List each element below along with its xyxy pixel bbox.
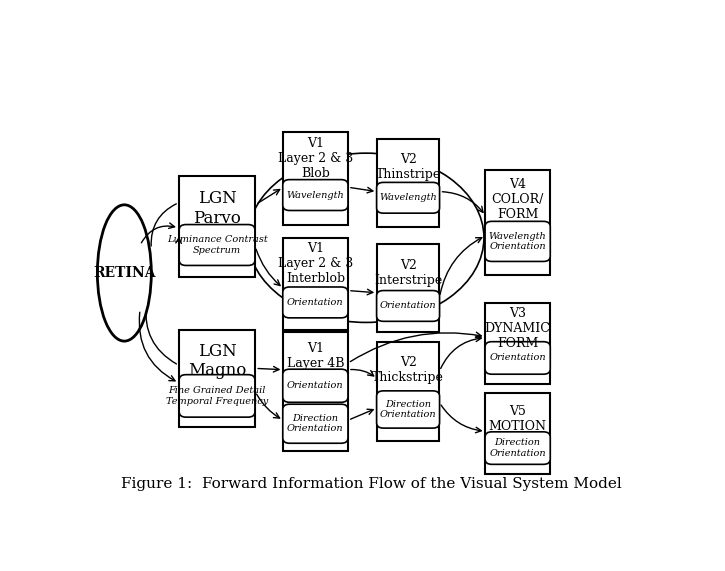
FancyBboxPatch shape: [283, 132, 348, 224]
Text: Wavelength: Wavelength: [379, 193, 437, 202]
FancyBboxPatch shape: [485, 222, 550, 262]
FancyBboxPatch shape: [485, 432, 550, 464]
FancyBboxPatch shape: [179, 330, 255, 427]
Text: Luminance Contrast
Spectrum: Luminance Contrast Spectrum: [167, 235, 268, 255]
Ellipse shape: [97, 205, 152, 341]
FancyBboxPatch shape: [179, 375, 255, 417]
Text: Direction
Orientation: Direction Orientation: [287, 414, 344, 433]
Text: V1
Layer 2 & 3
Blob: V1 Layer 2 & 3 Blob: [278, 136, 353, 180]
FancyBboxPatch shape: [283, 287, 348, 318]
FancyBboxPatch shape: [179, 224, 255, 266]
FancyBboxPatch shape: [283, 332, 348, 451]
Text: V5
MOTION: V5 MOTION: [489, 405, 547, 433]
FancyBboxPatch shape: [377, 244, 439, 332]
Text: V2
Thickstripe: V2 Thickstripe: [372, 356, 444, 384]
Text: V3
DYNAMIC
FORM: V3 DYNAMIC FORM: [485, 307, 550, 350]
Text: Wavelength
Orientation: Wavelength Orientation: [489, 232, 547, 251]
Text: V4
COLOR/
FORM: V4 COLOR/ FORM: [492, 178, 544, 220]
Text: Direction
Orientation: Direction Orientation: [380, 400, 436, 419]
Text: Fine Grained Detail
Temporal Frequency: Fine Grained Detail Temporal Frequency: [166, 386, 268, 405]
FancyBboxPatch shape: [485, 393, 550, 474]
FancyBboxPatch shape: [485, 303, 550, 384]
Text: V1
Layer 4B: V1 Layer 4B: [286, 342, 344, 370]
FancyBboxPatch shape: [485, 341, 550, 374]
Text: Orientation: Orientation: [380, 301, 436, 311]
Text: Wavelength: Wavelength: [286, 191, 344, 199]
Text: LGN
Magno: LGN Magno: [188, 343, 246, 379]
Text: RETINA: RETINA: [93, 266, 156, 280]
Text: Orientation: Orientation: [287, 298, 344, 307]
Text: Orientation: Orientation: [287, 381, 344, 390]
FancyBboxPatch shape: [283, 238, 348, 330]
FancyBboxPatch shape: [179, 176, 255, 278]
FancyBboxPatch shape: [485, 170, 550, 275]
FancyBboxPatch shape: [283, 369, 348, 403]
FancyBboxPatch shape: [377, 139, 439, 227]
FancyBboxPatch shape: [283, 404, 348, 443]
FancyBboxPatch shape: [376, 391, 439, 428]
Text: V2
Thinstripe: V2 Thinstripe: [376, 153, 441, 181]
Text: Figure 1:  Forward Information Flow of the Visual System Model: Figure 1: Forward Information Flow of th…: [121, 477, 622, 491]
Text: Direction
Orientation: Direction Orientation: [489, 439, 546, 458]
FancyBboxPatch shape: [377, 342, 439, 441]
Text: Orientation: Orientation: [489, 353, 546, 363]
FancyBboxPatch shape: [376, 182, 439, 213]
Text: V2
Interstripe: V2 Interstripe: [374, 259, 442, 287]
Text: LGN
Parvo: LGN Parvo: [193, 190, 241, 227]
Text: V1
Layer 2 & 3
Interblob: V1 Layer 2 & 3 Interblob: [278, 242, 353, 285]
FancyBboxPatch shape: [376, 291, 439, 321]
FancyBboxPatch shape: [283, 180, 348, 211]
